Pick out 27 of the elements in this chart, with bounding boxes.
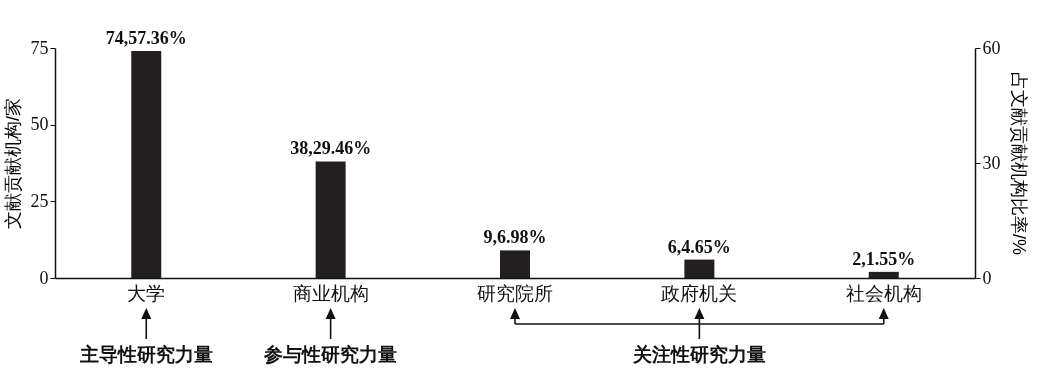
data-label: 74,57.36% [105, 28, 187, 49]
x-tick-label: 研究院所 [477, 282, 553, 304]
data-label: 9,6.98% [483, 227, 547, 248]
text: 参与性研究力量 [263, 344, 398, 365]
data-label: 6,4.65% [667, 236, 731, 257]
text: 主导性研究力量 [78, 344, 213, 365]
text: 关注性研究力量 [631, 344, 766, 365]
data-label: 2,1.55% [852, 248, 916, 269]
y2-tick-label: 60 [982, 37, 1001, 58]
x-tick-label: 大学 [127, 282, 166, 304]
y-axis-title: 文献贡献机构/家 [2, 97, 23, 230]
bar [131, 51, 162, 278]
bar [684, 259, 715, 278]
y2-tick-label: 0 [982, 267, 992, 288]
bar [868, 271, 899, 278]
bar [500, 250, 530, 278]
y2-axis-title: 占文献贡献机构比率/% [1008, 71, 1029, 256]
x-tick-label: 商业机构 [292, 282, 369, 304]
x-tick-label: 社会机构 [845, 282, 922, 304]
y2-tick-label: 30 [982, 152, 1001, 173]
y-tick-label: 0 [39, 267, 49, 288]
x-tick-label: 政府机关 [661, 282, 738, 304]
y-tick-label: 25 [30, 190, 49, 211]
data-label: 38,29.46% [290, 138, 372, 159]
bar [315, 161, 346, 278]
y-tick-label: 75 [30, 37, 49, 58]
y-tick-label: 50 [30, 114, 49, 135]
